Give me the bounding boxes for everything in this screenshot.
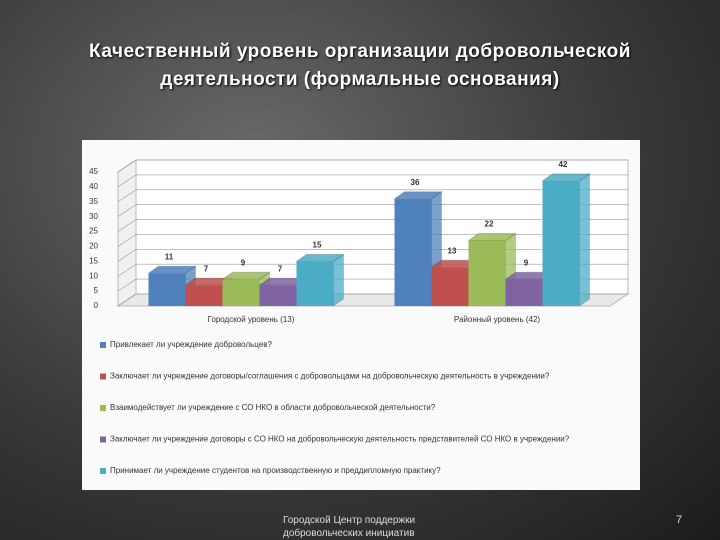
y-tick-label: 45 [89, 167, 98, 176]
value-label: 9 [241, 258, 246, 267]
bar-side [579, 172, 590, 307]
y-tick-label: 15 [89, 256, 98, 265]
grid-line [117, 174, 628, 188]
side-wall [117, 159, 137, 307]
grid-line [117, 204, 628, 217]
bar [468, 240, 506, 306]
bar [296, 261, 334, 306]
y-tick-label: 25 [89, 227, 98, 236]
legend-swatch [100, 342, 106, 348]
y-tick-label: 40 [89, 182, 98, 191]
bar [222, 279, 260, 306]
page-number: 7 [676, 514, 683, 526]
bar [431, 267, 469, 306]
grid-line [117, 189, 628, 203]
legend-swatch [100, 468, 106, 474]
bar [505, 279, 543, 306]
x-tick-label: Районный уровень (42) [454, 315, 541, 324]
legend-label: Привлекает ли учреждение добровольцев? [110, 340, 272, 349]
bar [259, 285, 297, 306]
value-label: 7 [278, 264, 283, 273]
bar [394, 198, 432, 306]
legend-label: Заключает ли учреждение договоры/соглаше… [110, 372, 550, 381]
chart-title: Качественный уровень организации доброво… [89, 41, 631, 90]
grid-line [117, 219, 628, 232]
grid-line [117, 159, 628, 173]
value-label: 9 [524, 258, 529, 267]
value-label: 13 [448, 246, 457, 255]
y-tick-label: 30 [89, 212, 98, 221]
bar [185, 285, 223, 306]
x-tick-label: Городской уровень (13) [208, 315, 295, 324]
value-label: 36 [411, 178, 420, 187]
bar-side [333, 253, 344, 307]
y-tick-label: 20 [89, 242, 98, 251]
legend-label: Принимает ли учреждение студентов на про… [110, 466, 441, 475]
y-tick-label: 5 [94, 286, 99, 295]
value-label: 15 [313, 240, 322, 249]
value-label: 11 [165, 252, 174, 261]
legend-label: Заключает ли учреждение договоры с СО НК… [110, 435, 570, 444]
legend-swatch [100, 373, 106, 380]
grid-line [117, 234, 628, 247]
bar [148, 273, 186, 306]
grid-line [117, 249, 628, 262]
legend-swatch [100, 405, 106, 411]
legend-label: Взаимодействует ли учреждение с СО НКО в… [110, 403, 436, 412]
y-tick-label: 35 [89, 197, 98, 206]
value-label: 42 [559, 160, 568, 169]
legend-swatch [100, 436, 106, 443]
y-tick-label: 10 [89, 271, 98, 280]
value-label: 7 [204, 264, 209, 273]
y-tick-label: 0 [94, 301, 99, 310]
value-label: 22 [485, 220, 494, 229]
footer-text: Городской Центр поддержки добровольчески… [283, 515, 416, 539]
bar [542, 180, 580, 306]
